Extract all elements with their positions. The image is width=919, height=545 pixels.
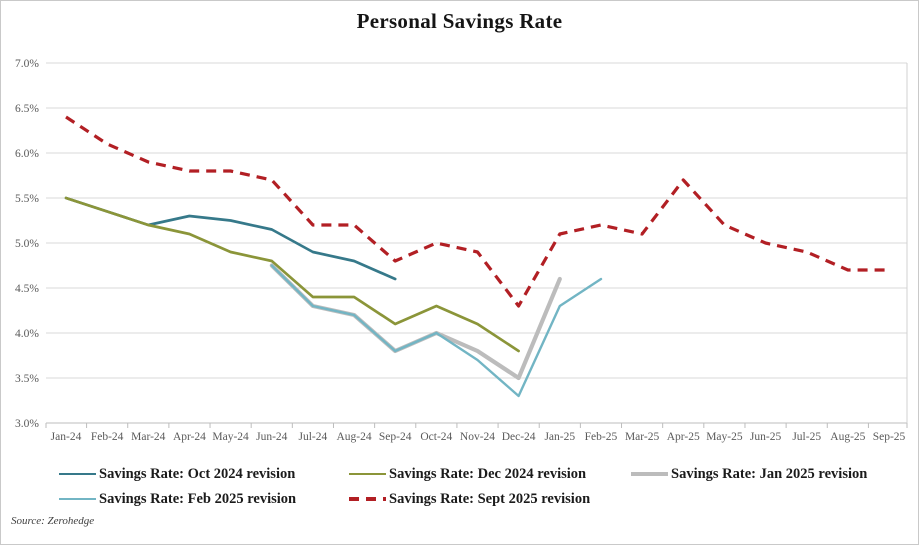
x-tick-label: Dec-24 (502, 431, 536, 443)
y-tick-label: 5.5% (15, 193, 39, 205)
x-tick-label: Sep-25 (873, 431, 906, 443)
legend: Savings Rate: Oct 2024 revision Savings R… (59, 465, 889, 508)
legend-item: Savings Rate: Oct 2024 revision (59, 465, 349, 483)
chart-title: Personal Savings Rate (356, 9, 563, 33)
y-tick-label: 6.0% (15, 148, 39, 160)
legend-swatch (59, 497, 96, 501)
series-line-4 (270, 264, 603, 398)
y-tick-label: 3.5% (15, 373, 39, 385)
legend-swatch (59, 472, 96, 476)
y-tick-label: 4.5% (15, 283, 39, 295)
x-tick-label: Mar-24 (131, 431, 166, 443)
x-tick-label: Aug-24 (336, 431, 371, 443)
x-tick-label: Feb-25 (585, 431, 618, 443)
x-tick-label: May-25 (706, 431, 743, 443)
legend-label: Savings Rate: Dec 2024 revision (389, 465, 587, 482)
y-tick-label: 4.0% (15, 328, 39, 340)
legend-label: Savings Rate: Feb 2025 revision (99, 490, 297, 507)
x-tick-label: Nov-24 (460, 431, 495, 443)
x-tick-label: Feb-24 (91, 431, 124, 443)
y-tick-label: 3.0% (15, 418, 39, 430)
y-tick-label: 5.0% (15, 238, 39, 250)
x-tick-label: Apr-25 (667, 431, 700, 443)
legend-swatch (349, 472, 386, 476)
legend-item: Savings Rate: Sept 2025 revision (349, 490, 631, 508)
legend-label: Savings Rate: Jan 2025 revision (671, 465, 868, 482)
x-tick-label: Aug-25 (830, 431, 865, 443)
legend-item: Savings Rate: Feb 2025 revision (59, 490, 349, 508)
x-tick-label: Jul-24 (299, 431, 328, 443)
series-line-3 (269, 263, 562, 381)
legend-item: Savings Rate: Dec 2024 revision (349, 465, 631, 483)
y-tick-label: 7.0% (15, 58, 39, 70)
legend-swatch (631, 472, 668, 476)
legend-item: Savings Rate: Jan 2025 revision (631, 465, 889, 483)
x-tick-label: Jun-25 (750, 431, 782, 443)
y-tick-label: 6.5% (15, 103, 39, 115)
x-tick-label: Apr-24 (173, 431, 206, 443)
series-line-1 (64, 196, 397, 281)
legend-swatch (349, 497, 386, 501)
source-note: Source: Zerohedge (11, 515, 95, 527)
x-tick-label: Mar-25 (625, 431, 660, 443)
x-tick-label: Oct-24 (420, 431, 452, 443)
x-tick-label: Jan-25 (544, 431, 575, 443)
legend-label: Savings Rate: Sept 2025 revision (389, 490, 591, 507)
series-line-2 (64, 196, 520, 353)
series-line-5 (65, 115, 889, 308)
x-tick-label: Jan-24 (51, 431, 82, 443)
x-tick-label: May-24 (212, 431, 249, 443)
x-tick-label: Sep-24 (379, 431, 412, 443)
legend-label: Savings Rate: Oct 2024 revision (99, 465, 296, 482)
x-tick-label: Jul-25 (792, 431, 821, 443)
x-tick-label: Jun-24 (256, 431, 288, 443)
